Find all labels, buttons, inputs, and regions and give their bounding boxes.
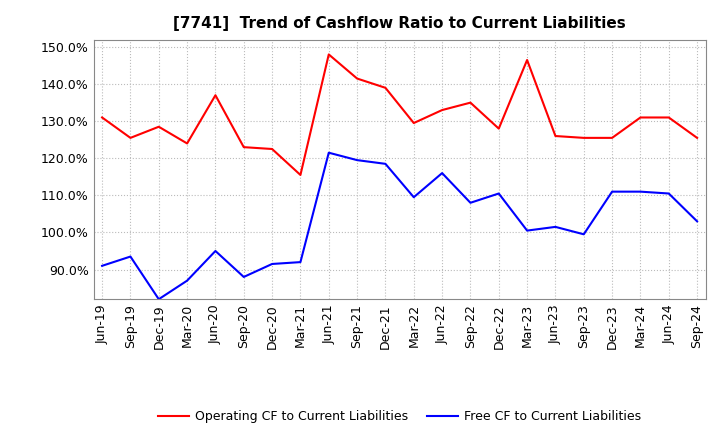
Operating CF to Current Liabilities: [183, 141, 192, 146]
Operating CF to Current Liabilities: [126, 135, 135, 140]
Free CF to Current Liabilities: [183, 278, 192, 283]
Free CF to Current Liabilities: [296, 260, 305, 265]
Free CF to Current Liabilities: [240, 274, 248, 279]
Operating CF to Current Liabilities: [551, 133, 559, 139]
Operating CF to Current Liabilities: [495, 126, 503, 131]
Operating CF to Current Liabilities: [580, 135, 588, 140]
Operating CF to Current Liabilities: [410, 121, 418, 126]
Operating CF to Current Liabilities: [636, 115, 644, 120]
Free CF to Current Liabilities: [636, 189, 644, 194]
Free CF to Current Liabilities: [410, 194, 418, 200]
Free CF to Current Liabilities: [325, 150, 333, 155]
Operating CF to Current Liabilities: [155, 124, 163, 129]
Free CF to Current Liabilities: [98, 263, 107, 268]
Free CF to Current Liabilities: [551, 224, 559, 230]
Free CF to Current Liabilities: [466, 200, 474, 205]
Line: Free CF to Current Liabilities: Free CF to Current Liabilities: [102, 153, 697, 299]
Operating CF to Current Liabilities: [296, 172, 305, 178]
Free CF to Current Liabilities: [693, 219, 701, 224]
Free CF to Current Liabilities: [580, 231, 588, 237]
Free CF to Current Liabilities: [381, 161, 390, 166]
Free CF to Current Liabilities: [523, 228, 531, 233]
Operating CF to Current Liabilities: [98, 115, 107, 120]
Operating CF to Current Liabilities: [466, 100, 474, 105]
Free CF to Current Liabilities: [608, 189, 616, 194]
Free CF to Current Liabilities: [268, 261, 276, 267]
Free CF to Current Liabilities: [211, 248, 220, 253]
Free CF to Current Liabilities: [353, 158, 361, 163]
Operating CF to Current Liabilities: [268, 147, 276, 152]
Free CF to Current Liabilities: [665, 191, 673, 196]
Operating CF to Current Liabilities: [523, 57, 531, 62]
Operating CF to Current Liabilities: [211, 92, 220, 98]
Operating CF to Current Liabilities: [608, 135, 616, 140]
Title: [7741]  Trend of Cashflow Ratio to Current Liabilities: [7741] Trend of Cashflow Ratio to Curren…: [174, 16, 626, 32]
Operating CF to Current Liabilities: [353, 76, 361, 81]
Operating CF to Current Liabilities: [325, 52, 333, 57]
Operating CF to Current Liabilities: [665, 115, 673, 120]
Line: Operating CF to Current Liabilities: Operating CF to Current Liabilities: [102, 55, 697, 175]
Free CF to Current Liabilities: [155, 297, 163, 302]
Operating CF to Current Liabilities: [438, 107, 446, 113]
Free CF to Current Liabilities: [126, 254, 135, 259]
Legend: Operating CF to Current Liabilities, Free CF to Current Liabilities: Operating CF to Current Liabilities, Fre…: [153, 405, 647, 428]
Free CF to Current Liabilities: [438, 170, 446, 176]
Free CF to Current Liabilities: [495, 191, 503, 196]
Operating CF to Current Liabilities: [693, 135, 701, 140]
Operating CF to Current Liabilities: [240, 144, 248, 150]
Operating CF to Current Liabilities: [381, 85, 390, 91]
